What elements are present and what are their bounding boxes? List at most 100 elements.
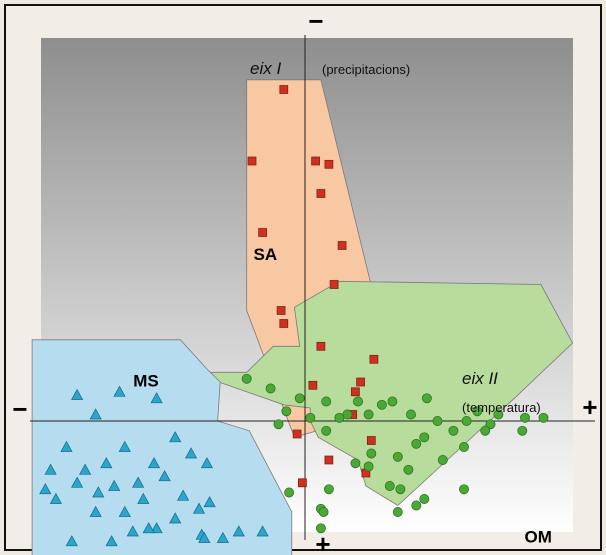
point-sa-5	[258, 228, 267, 237]
point-om-4	[350, 458, 361, 469]
point-om-38	[432, 416, 443, 426]
point-sa-12	[356, 377, 365, 387]
y-axis-positive-sign: +	[315, 529, 330, 555]
point-om-44	[437, 455, 448, 465]
point-ms-7	[185, 447, 198, 459]
point-sa-3	[324, 159, 334, 169]
point-om-21	[321, 396, 332, 407]
point-om-37	[411, 438, 422, 449]
group-label-ms: MS	[133, 371, 159, 390]
point-sa-2	[311, 156, 320, 166]
point-sa-6	[337, 241, 347, 250]
point-sa-1	[247, 156, 257, 166]
point-ms-28	[65, 535, 78, 547]
point-om-33	[520, 412, 530, 423]
point-om-15	[392, 507, 403, 517]
point-ms-20	[49, 492, 62, 504]
point-om-8	[395, 484, 406, 495]
point-ms-3	[89, 408, 102, 420]
point-ms-16	[132, 476, 145, 488]
point-ms-0	[71, 388, 84, 400]
point-sa-20	[298, 478, 307, 488]
group-labels: SA MS OM	[133, 245, 552, 547]
y-axis-subtitle: (precipitacions)	[322, 62, 410, 77]
point-ms-1	[113, 385, 126, 397]
point-om-29	[305, 412, 316, 423]
point-om-41	[459, 442, 469, 452]
x-axis-title: eix II	[462, 369, 498, 388]
hull-om	[190, 280, 574, 506]
point-om-12	[419, 494, 430, 504]
point-ms-26	[232, 525, 245, 537]
x-axis-negative-sign: −	[12, 394, 27, 424]
group-hulls	[31, 79, 574, 555]
x-axis-subtitle: (temperatura)	[462, 400, 541, 415]
point-ms-18	[39, 483, 52, 495]
point-om-39	[461, 416, 472, 426]
point-ms-13	[158, 470, 171, 482]
y-axis-title: eix I	[250, 59, 281, 78]
point-sa-14	[351, 387, 360, 397]
point-om-28	[334, 412, 345, 423]
point-ms-21	[192, 502, 206, 514]
point-om-32	[538, 412, 549, 423]
point-sa-10	[316, 341, 326, 351]
point-om-18	[241, 373, 252, 384]
point-om-11	[284, 487, 295, 498]
point-sa-0	[279, 85, 289, 94]
point-ms-29	[105, 535, 118, 547]
point-om-45	[363, 409, 374, 420]
point-ms-31	[216, 531, 229, 543]
point-sa-17	[366, 436, 376, 445]
point-om-40	[480, 425, 491, 436]
point-ms-17	[92, 486, 105, 498]
point-om-2	[321, 425, 332, 436]
point-om-31	[493, 409, 504, 420]
y-axis-negative-sign: −	[308, 6, 323, 36]
point-ms-2	[150, 392, 163, 404]
point-ms-15	[108, 479, 121, 491]
point-om-24	[421, 393, 432, 404]
point-om-43	[392, 451, 403, 462]
point-ms-23	[89, 505, 102, 517]
point-ms-11	[44, 463, 57, 475]
point-sa-16	[292, 429, 302, 439]
point-ms-14	[71, 476, 84, 488]
point-ms-22	[118, 505, 131, 517]
point-om-36	[448, 425, 459, 436]
point-om-7	[384, 481, 395, 491]
point-ms-36	[142, 522, 155, 534]
point-om-6	[403, 464, 414, 475]
point-ms-9	[100, 457, 113, 469]
point-om-30	[472, 406, 483, 417]
group-label-om: OM	[525, 527, 552, 546]
point-ms-32	[256, 525, 269, 537]
point-om-35	[517, 425, 528, 436]
point-ms-35	[203, 496, 216, 508]
point-ms-10	[147, 457, 161, 469]
point-ms-19	[137, 492, 150, 504]
point-om-1	[273, 419, 284, 430]
point-om-42	[419, 432, 430, 443]
point-om-25	[376, 399, 387, 410]
point-om-23	[387, 396, 398, 407]
point-sa-7	[329, 280, 339, 289]
point-ms-30	[198, 531, 211, 543]
point-om-34	[485, 419, 496, 430]
point-om-13	[411, 500, 422, 511]
point-om-19	[265, 383, 276, 394]
point-ms-5	[118, 440, 131, 452]
point-ms-34	[177, 489, 190, 501]
point-om-22	[353, 396, 363, 407]
point-sa-9	[279, 319, 289, 328]
point-om-10	[459, 484, 469, 495]
x-axis-positive-sign: +	[582, 392, 597, 422]
point-ms-4	[60, 440, 73, 452]
point-ms-24	[169, 512, 182, 524]
point-ms-25	[150, 522, 163, 534]
point-sa-18	[324, 455, 334, 465]
point-sa-8	[276, 306, 286, 315]
group-label-sa: SA	[253, 245, 277, 264]
point-sa-4	[316, 189, 326, 198]
